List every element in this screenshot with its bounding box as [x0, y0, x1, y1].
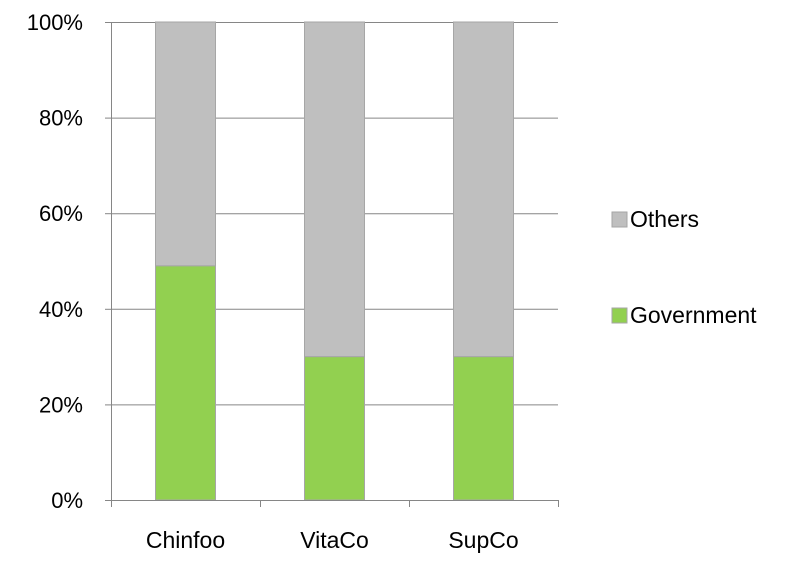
bar-others-vitaco	[304, 21, 365, 358]
y-tick-labels: 0% 20% 40% 60% 80% 100%	[27, 10, 83, 513]
y-tick-label: 40%	[39, 297, 83, 322]
x-tick-label: VitaCo	[300, 527, 369, 553]
bar-government-supco	[453, 356, 514, 501]
x-tick-label: Chinfoo	[146, 527, 225, 553]
bar-others-chinfoo	[155, 21, 216, 267]
bar-government-chinfoo	[155, 265, 216, 501]
y-tick-label: 0%	[51, 488, 83, 513]
bar-government-vitaco	[304, 356, 365, 501]
y-tick-label: 100%	[27, 10, 83, 35]
legend: Others Government	[611, 206, 757, 328]
y-tick-label: 80%	[39, 106, 83, 131]
bars	[155, 21, 514, 501]
axes	[105, 22, 559, 507]
y-tick-label: 60%	[39, 201, 83, 226]
y-tick-label: 20%	[39, 392, 83, 417]
legend-label-government: Government	[630, 302, 757, 328]
x-tick-label: SupCo	[448, 527, 518, 553]
x-tick-labels: Chinfoo VitaCo SupCo	[146, 527, 519, 553]
legend-label-others: Others	[630, 206, 699, 232]
bar-others-supco	[453, 21, 514, 358]
legend-swatch-government	[611, 307, 628, 324]
legend-swatch-others	[611, 211, 628, 228]
